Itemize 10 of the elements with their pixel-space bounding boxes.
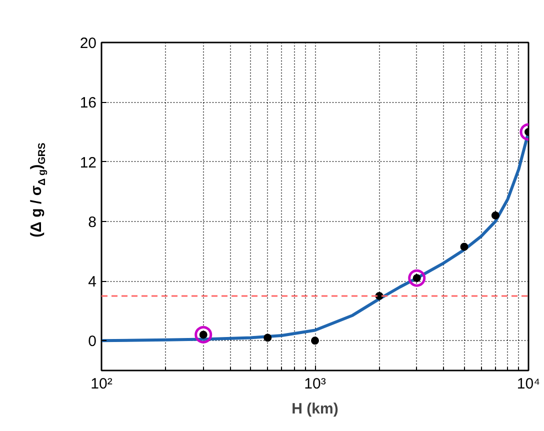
y-tick-label: 4 <box>88 274 96 291</box>
y-tick-label: 8 <box>88 214 96 231</box>
x-axis-title: H (km) <box>292 400 338 418</box>
x-tick-label: 10³ <box>304 376 326 392</box>
x-tick-label: 10⁴ <box>516 376 540 392</box>
y-tick-label: 12 <box>80 154 97 172</box>
x-tick-label: 10² <box>90 376 112 392</box>
y-tick-label: 0 <box>88 333 96 350</box>
y-tick-label: 20 <box>80 35 97 52</box>
y-tick-label: 16 <box>80 94 97 112</box>
